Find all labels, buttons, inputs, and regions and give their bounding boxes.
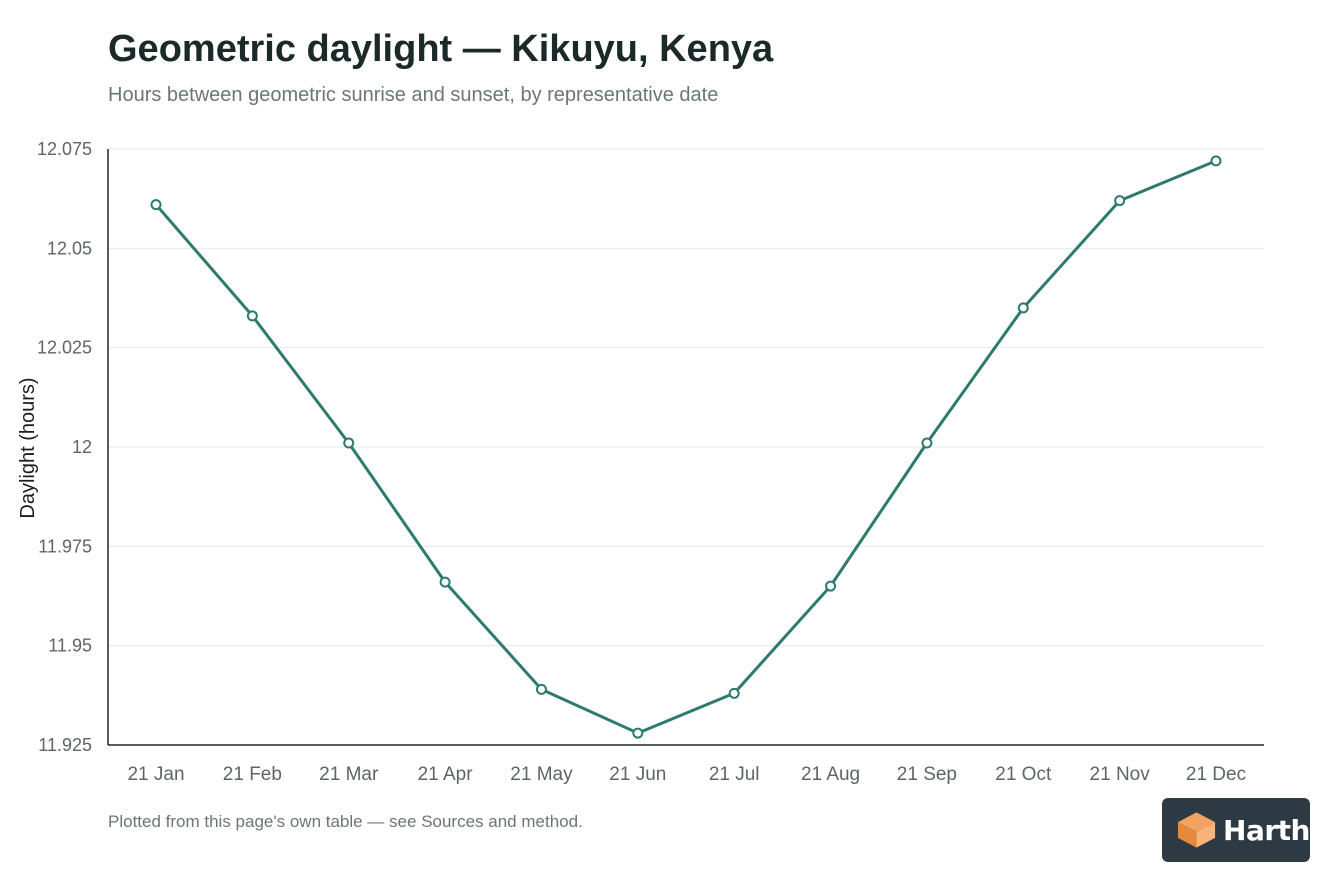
data-points: [150, 155, 1222, 739]
data-point: [150, 199, 162, 211]
brand-name: Harth: [1223, 813, 1310, 847]
x-tick-label: 21 Dec: [1186, 764, 1246, 785]
data-point: [728, 687, 740, 699]
y-tick-label: 11.925: [38, 735, 92, 755]
y-tick-label: 11.975: [38, 536, 92, 556]
y-tick-label: 11.95: [48, 636, 92, 656]
x-tick-label: 21 Oct: [995, 764, 1052, 785]
cube-icon: [1177, 812, 1216, 848]
x-tick-label: 21 Sep: [897, 764, 957, 785]
data-point: [632, 727, 644, 739]
x-tick-labels: 21 Jan 21 Feb 21 Mar 21 Apr 21 May 21 Jun 21 J…: [127, 764, 1246, 785]
series-line: [154, 159, 1217, 735]
data-point: [1210, 155, 1222, 167]
data-point: [439, 576, 451, 588]
x-tick-label: 21 Jan: [127, 764, 184, 785]
x-tick-label: 21 Jul: [709, 764, 760, 785]
data-point: [246, 310, 258, 322]
y-tick-label: 12.05: [47, 238, 92, 258]
data-point: [343, 437, 355, 449]
chart-subtitle: Hours between geometric sunrise and suns…: [108, 84, 719, 106]
x-tick-label: 21 May: [510, 764, 573, 785]
y-tick-label: 12.075: [37, 139, 92, 159]
x-tick-label: 21 Jun: [609, 764, 666, 785]
chart-title: Geometric daylight — Kikuyu, Kenya: [108, 28, 774, 70]
x-tick-label: 21 Aug: [801, 764, 860, 785]
y-tick-label: 12: [72, 437, 92, 457]
grid-lines: [108, 148, 1264, 647]
data-point: [535, 683, 547, 695]
x-tick-label: 21 Feb: [223, 764, 282, 785]
x-tick-label: 21 Mar: [319, 764, 379, 785]
x-tick-label: 21 Apr: [418, 764, 474, 785]
data-point: [1114, 195, 1126, 207]
footnote: Plotted from this page's own table — see…: [108, 812, 583, 831]
y-tick-labels: 11.925 11.95 11.975 12 12.025 12.05 12.075: [37, 139, 92, 755]
y-axis-label: Daylight (hours): [17, 377, 39, 518]
data-point: [1017, 302, 1029, 314]
data-point: [825, 580, 837, 592]
y-tick-label: 12.025: [37, 338, 92, 358]
daylight-line-chart: 11.925 11.95 11.975 12 12.025 12.05 12.075 21 …: [17, 139, 1264, 785]
data-point: [921, 437, 933, 449]
brand-badge[interactable]: Harth: [1162, 798, 1310, 862]
x-tick-label: 21 Nov: [1090, 764, 1151, 785]
